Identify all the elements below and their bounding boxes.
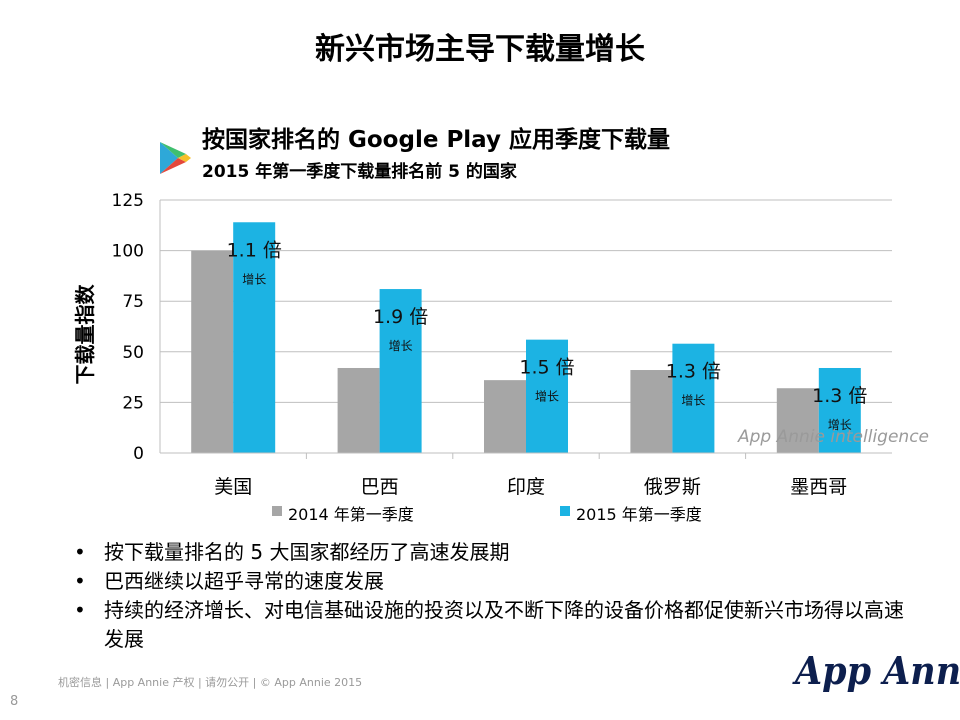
chart-subtitle: 2015 年第一季度下载量排名前 5 的国家 [202, 162, 517, 182]
bar-2014-q1 [191, 250, 234, 453]
bullet-list: • 按下载量排名的 5 大国家都经历了高速发展期 • 巴西继续以超乎寻常的速度发展 … [70, 538, 910, 654]
bullet-item: • 持续的经济增长、对电信基础设施的投资以及不断下降的设备价格都促使新兴市场得以高… [74, 598, 904, 651]
growth-label: 增长 [242, 272, 266, 286]
bar-2015-q1 [379, 289, 422, 453]
chart-title: 按国家排名的 Google Play 应用季度下载量 [202, 127, 670, 153]
bullet-text: 按下载量排名的 5 大国家都经历了高速发展期 [104, 540, 510, 564]
growth-multiplier-label: 1.5 倍 [519, 357, 574, 379]
bar-2014-q1 [776, 388, 819, 453]
legend-swatch-2014-q1 [272, 506, 282, 516]
bar-2015-q1 [526, 339, 568, 453]
y-tick-label: 25 [122, 393, 144, 413]
bar-2015-q1 [233, 222, 276, 453]
google-play-icon [160, 142, 191, 174]
x-tick-label: 墨西哥 [790, 476, 847, 498]
growth-multiplier-label: 1.3 倍 [666, 361, 721, 383]
growth-label: 增长 [389, 339, 413, 353]
growth-multiplier-label: 1.1 倍 [227, 239, 282, 261]
growth-label: 增长 [828, 418, 852, 432]
x-tick-label: 美国 [214, 476, 252, 498]
watermark: App Annie intelligence [737, 427, 929, 447]
footer-text: 机密信息 | App Annie 产权 | 请勿公开 | © App Annie… [58, 676, 363, 689]
growth-label: 增长 [535, 390, 559, 404]
y-axis-label: 下载量指数 [73, 284, 97, 385]
growth-multiplier-label: 1.9 倍 [373, 306, 428, 328]
bar-2014-q1 [484, 380, 526, 453]
x-tick-label: 印度 [507, 476, 545, 498]
app-annie-logo: App Annie [795, 648, 960, 693]
legend-label-2015-q1: 2015 年第一季度 [576, 505, 702, 524]
bullet-text: 巴西继续以超乎寻常的速度发展 [104, 569, 384, 593]
bullet-item: • 按下载量排名的 5 大国家都经历了高速发展期 [74, 540, 510, 564]
legend-swatch-2015-q1 [560, 506, 570, 516]
y-tick-label: 50 [122, 343, 144, 363]
x-tick-label: 巴西 [361, 476, 399, 498]
y-tick-label: 100 [112, 242, 144, 262]
bar-2014-q1 [630, 370, 673, 453]
y-tick-label: 0 [133, 444, 144, 464]
growth-multiplier-label: 1.3 倍 [812, 385, 867, 407]
page-number: 8 [10, 694, 19, 709]
bar-2015-q1 [818, 367, 861, 453]
growth-label: 增长 [681, 394, 705, 408]
bullet-item: • 巴西继续以超乎寻常的速度发展 [74, 569, 384, 593]
y-tick-label: 75 [122, 292, 144, 312]
bar-2015-q1 [672, 343, 715, 453]
legend-label-2014-q1: 2014 年第一季度 [288, 505, 414, 524]
bar-2014-q1 [337, 367, 380, 453]
bullet-text: 持续的经济增长、对电信基础设施的投资以及不断下降的设备价格都促使新兴市场得以高速… [104, 598, 904, 651]
slide-title: 新兴市场主导下载量增长 [315, 32, 645, 67]
y-tick-label: 125 [112, 191, 144, 211]
x-tick-label: 俄罗斯 [644, 476, 701, 498]
